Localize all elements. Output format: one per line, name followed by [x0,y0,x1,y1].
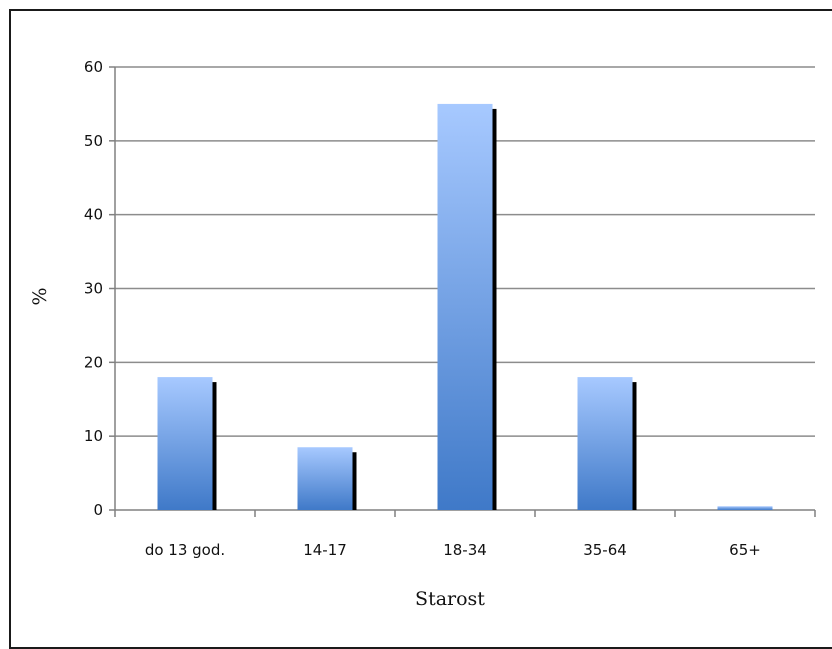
y-tick-label: 10 [84,427,103,445]
bar-35-64 [577,377,633,510]
y-axis-title: % [29,287,51,305]
bar-18-34 [437,103,493,511]
y-tick-label: 40 [84,206,103,224]
y-tick-label: 50 [84,132,103,150]
bar-do-13-god- [157,377,213,510]
y-tick-label: 0 [93,501,103,519]
y-tick-label: 60 [84,58,103,76]
x-axis-title: Starost [415,588,485,610]
x-tick-label: 35-64 [583,541,627,559]
x-tick-label: 14-17 [303,541,347,559]
axes [109,66,816,517]
x-tick-label: do 13 god. [145,541,225,559]
x-tick-label: 65+ [729,541,761,559]
tick-labels: 0 10 20 30 40 50 60 do 13 god. 14-17 18-34 35-64 65… [84,58,761,559]
bar-14-17 [297,447,353,510]
y-tick-label: 30 [84,280,103,298]
bar-65- [717,506,773,510]
chart-frame [9,9,832,649]
bar-chart: 0 10 20 30 40 50 60 do 13 god. 14-17 18-34 35-64 65… [29,58,816,610]
x-tick-label: 18-34 [443,541,487,559]
bars [157,103,773,511]
y-tick-label: 20 [84,353,103,371]
